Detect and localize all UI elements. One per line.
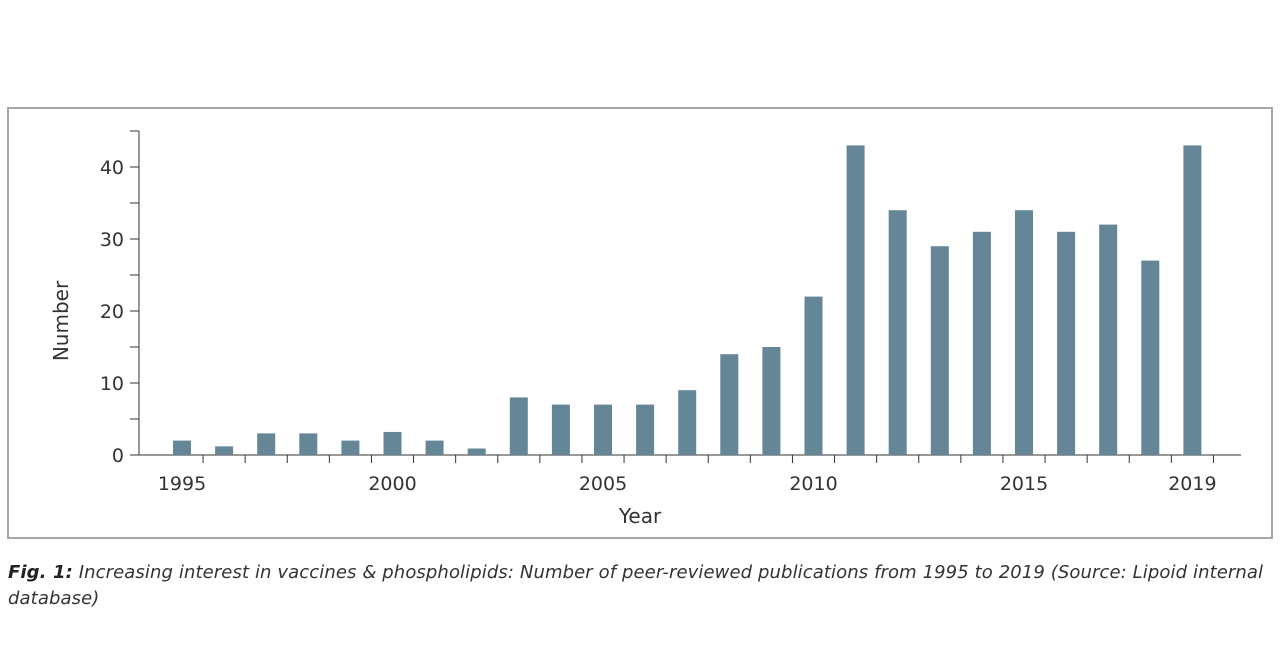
- caption-label: Fig. 1:: [8, 562, 73, 583]
- bar: [425, 440, 444, 455]
- bar: [636, 404, 655, 455]
- x-tick-label: 2010: [789, 473, 837, 495]
- bar: [215, 446, 234, 455]
- bar: [467, 448, 486, 455]
- bar: [846, 145, 865, 455]
- bar: [383, 431, 402, 455]
- x-tick-label: 2000: [368, 473, 416, 495]
- bar: [1141, 260, 1160, 455]
- x-tick-label: 1995: [158, 473, 206, 495]
- x-tick-label: 2015: [1000, 473, 1048, 495]
- bar: [1057, 231, 1076, 455]
- y-tick-label: 10: [100, 373, 124, 395]
- caption-text: Increasing interest in vaccines & phosph…: [8, 562, 1264, 609]
- bar: [594, 404, 612, 455]
- bar: [804, 296, 823, 455]
- bar: [509, 397, 528, 455]
- x-tick-label: 2019: [1168, 473, 1216, 495]
- bar: [930, 246, 949, 455]
- y-tick-label: 20: [100, 301, 124, 323]
- bar: [678, 390, 697, 455]
- y-tick-label: 0: [112, 445, 124, 467]
- bar: [299, 433, 318, 455]
- figure-frame: 0 10 20 30 40 1995 2000 2005 2010 2015 2019 Year Num…: [7, 107, 1273, 539]
- bar: [972, 231, 991, 455]
- bar: [341, 440, 360, 455]
- bar: [1099, 224, 1118, 455]
- x-axis-title: Year: [618, 504, 662, 528]
- y-axis-title: Number: [49, 280, 73, 361]
- bar: [762, 347, 781, 455]
- bar: [257, 433, 276, 455]
- bar: [1183, 145, 1202, 455]
- y-tick-label: 40: [100, 157, 124, 179]
- bar-chart: 0 10 20 30 40 1995 2000 2005 2010 2015 2019 Year Num…: [49, 130, 1241, 528]
- x-tick-label: 2005: [579, 473, 627, 495]
- figure-caption: Fig. 1: Increasing interest in vaccines …: [8, 560, 1276, 612]
- y-tick-label: 30: [100, 229, 124, 251]
- bar: [173, 440, 191, 455]
- bar: [720, 354, 739, 455]
- bar: [551, 404, 570, 455]
- bar: [1015, 210, 1033, 455]
- bar: [888, 210, 907, 455]
